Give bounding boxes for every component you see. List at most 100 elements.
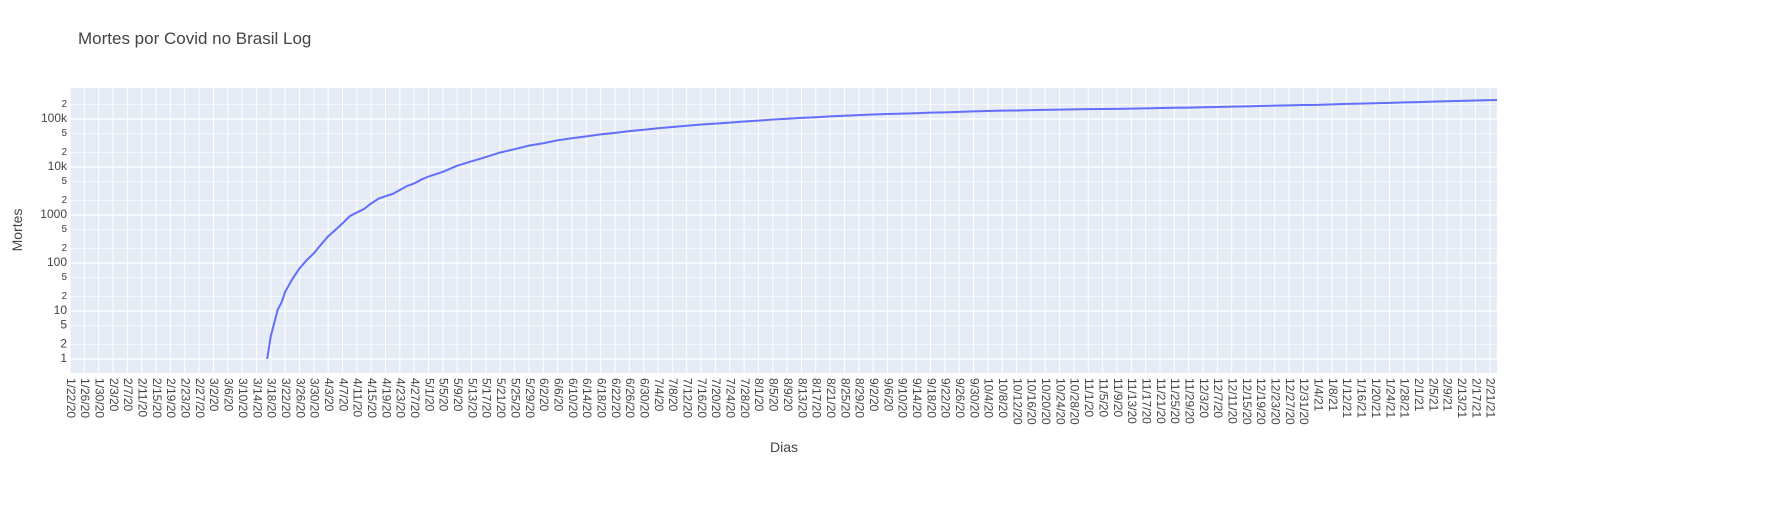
x-tick-label: 7/16/20 (695, 378, 709, 418)
x-tick-label: 9/26/20 (953, 378, 967, 418)
x-tick-label: 10/28/20 (1068, 378, 1082, 425)
x-tick-label: 9/30/20 (967, 378, 981, 418)
x-tick-label: 11/29/20 (1182, 378, 1196, 424)
x-tick-label: 1/4/21 (1312, 378, 1326, 412)
x-tick-label: 3/22/20 (279, 378, 293, 418)
x-tick-label: 12/23/20 (1269, 378, 1283, 425)
y-tick-label: 100k (41, 111, 68, 125)
x-tick-label: 1/16/21 (1355, 378, 1369, 418)
x-tick-label: 3/2/20 (207, 378, 221, 412)
x-tick-label: 2/19/20 (164, 378, 178, 418)
x-tick-label: 12/19/20 (1254, 378, 1268, 425)
x-tick-label: 12/7/20 (1211, 378, 1225, 418)
x-tick-label: 12/15/20 (1240, 378, 1254, 425)
x-tick-label: 1/30/20 (93, 378, 107, 418)
x-tick-label: 8/21/20 (824, 378, 838, 418)
x-tick-label: 5/5/20 (437, 378, 451, 412)
x-tick-label: 10/20/20 (1039, 378, 1053, 425)
y-tick-label: 5 (61, 224, 67, 235)
x-tick-label: 4/27/20 (408, 378, 422, 418)
x-tick-label: 7/24/20 (724, 378, 738, 418)
x-tick-label: 4/7/20 (336, 378, 350, 412)
x-tick-label: 6/14/20 (580, 378, 594, 418)
x-tick-label: 5/1/20 (422, 378, 436, 412)
x-tick-label: 3/14/20 (250, 378, 264, 418)
x-tick-label: 3/26/20 (293, 378, 307, 418)
x-tick-label: 12/31/20 (1297, 378, 1311, 425)
x-tick-label: 12/3/20 (1197, 378, 1211, 418)
y-tick-label: 1000 (40, 207, 67, 221)
x-tick-label: 5/21/20 (494, 378, 508, 418)
x-tick-label: 9/14/20 (910, 378, 924, 418)
x-tick-label: 11/9/20 (1111, 378, 1125, 417)
x-tick-label: 9/6/20 (881, 378, 895, 412)
x-tick-label: 6/18/20 (594, 378, 608, 418)
x-tick-label: 2/17/21 (1469, 378, 1483, 418)
x-tick-label: 2/1/21 (1412, 378, 1426, 412)
line-series (266, 99, 1498, 360)
x-tick-label: 6/26/20 (623, 378, 637, 418)
x-tick-label: 11/21/20 (1154, 378, 1168, 424)
x-tick-label: 12/27/20 (1283, 378, 1297, 425)
x-tick-label: 4/19/20 (379, 378, 393, 418)
x-tick-label: 8/25/20 (838, 378, 852, 418)
plot-background (70, 88, 1497, 373)
x-tick-label: 3/18/20 (265, 378, 279, 418)
y-tick-label: 1 (60, 351, 67, 365)
x-tick-label: 8/9/20 (781, 378, 795, 412)
x-tick-label: 1/12/21 (1340, 378, 1354, 418)
y-tick-label: 5 (61, 272, 67, 283)
x-tick-label: 9/2/20 (867, 378, 881, 412)
chart-title: Mortes por Covid no Brasil Log (78, 29, 311, 48)
x-tick-label: 7/8/20 (666, 378, 680, 412)
x-tick-label: 2/5/21 (1426, 378, 1440, 412)
x-tick-label: 7/28/20 (738, 378, 752, 418)
y-tick-label: 10k (48, 159, 68, 173)
x-tick-label: 1/26/20 (78, 378, 92, 418)
y-tick-label: 100 (47, 255, 67, 269)
x-tick-label: 1/8/21 (1326, 378, 1340, 412)
x-tick-label: 11/13/20 (1125, 378, 1139, 424)
x-tick-label: 2/11/20 (136, 378, 150, 417)
x-tick-label: 10/4/20 (982, 378, 996, 418)
x-tick-label: 8/17/20 (810, 378, 824, 418)
y-tick-label: 5 (61, 176, 67, 187)
x-tick-label: 8/1/20 (752, 378, 766, 412)
x-tick-label: 10/16/20 (1025, 378, 1039, 425)
x-tick-label: 5/17/20 (480, 378, 494, 418)
x-tick-label: 5/13/20 (465, 378, 479, 418)
x-tick-label: 11/1/20 (1082, 378, 1096, 417)
x-tick-label: 6/30/20 (637, 378, 651, 418)
x-tick-label: 3/6/20 (222, 378, 236, 412)
x-tick-label: 7/4/20 (652, 378, 666, 412)
x-tick-label: 9/18/20 (924, 378, 938, 418)
x-tick-label: 6/6/20 (551, 378, 565, 412)
y-tick-label: 2 (61, 99, 67, 110)
x-tick-label: 7/20/20 (709, 378, 723, 418)
y-tick-label: 10 (54, 303, 68, 317)
x-tick-label: 11/5/20 (1096, 378, 1110, 417)
x-tick-label: 2/7/20 (121, 378, 135, 412)
y-tick-label: 5 (61, 128, 67, 139)
x-tick-label: 1/24/21 (1383, 378, 1397, 418)
y-tick-label: 2 (60, 337, 67, 351)
x-tick-label: 5/25/20 (508, 378, 522, 418)
x-tick-label: 1/20/21 (1369, 378, 1383, 418)
x-tick-label: 1/28/21 (1398, 378, 1412, 418)
y-tick-label: 5 (60, 318, 67, 332)
x-tick-label: 4/3/20 (322, 378, 336, 412)
x-tick-label: 5/9/20 (451, 378, 465, 412)
x-tick-label: 2/9/21 (1441, 378, 1455, 412)
x-axis-title: Dias (770, 439, 798, 455)
y-tick-label: 2 (61, 291, 67, 302)
x-tick-label: 4/15/20 (365, 378, 379, 418)
x-tick-label: 9/22/20 (939, 378, 953, 418)
y-axis-title: Mortes (9, 209, 25, 252)
x-tick-label: 9/10/20 (896, 378, 910, 418)
x-tick-label: 2/15/20 (150, 378, 164, 418)
x-tick-label: 1/22/20 (64, 378, 78, 418)
x-tick-label: 6/22/20 (609, 378, 623, 418)
x-tick-label: 11/25/20 (1168, 378, 1182, 424)
x-tick-label: 4/11/20 (351, 378, 365, 417)
